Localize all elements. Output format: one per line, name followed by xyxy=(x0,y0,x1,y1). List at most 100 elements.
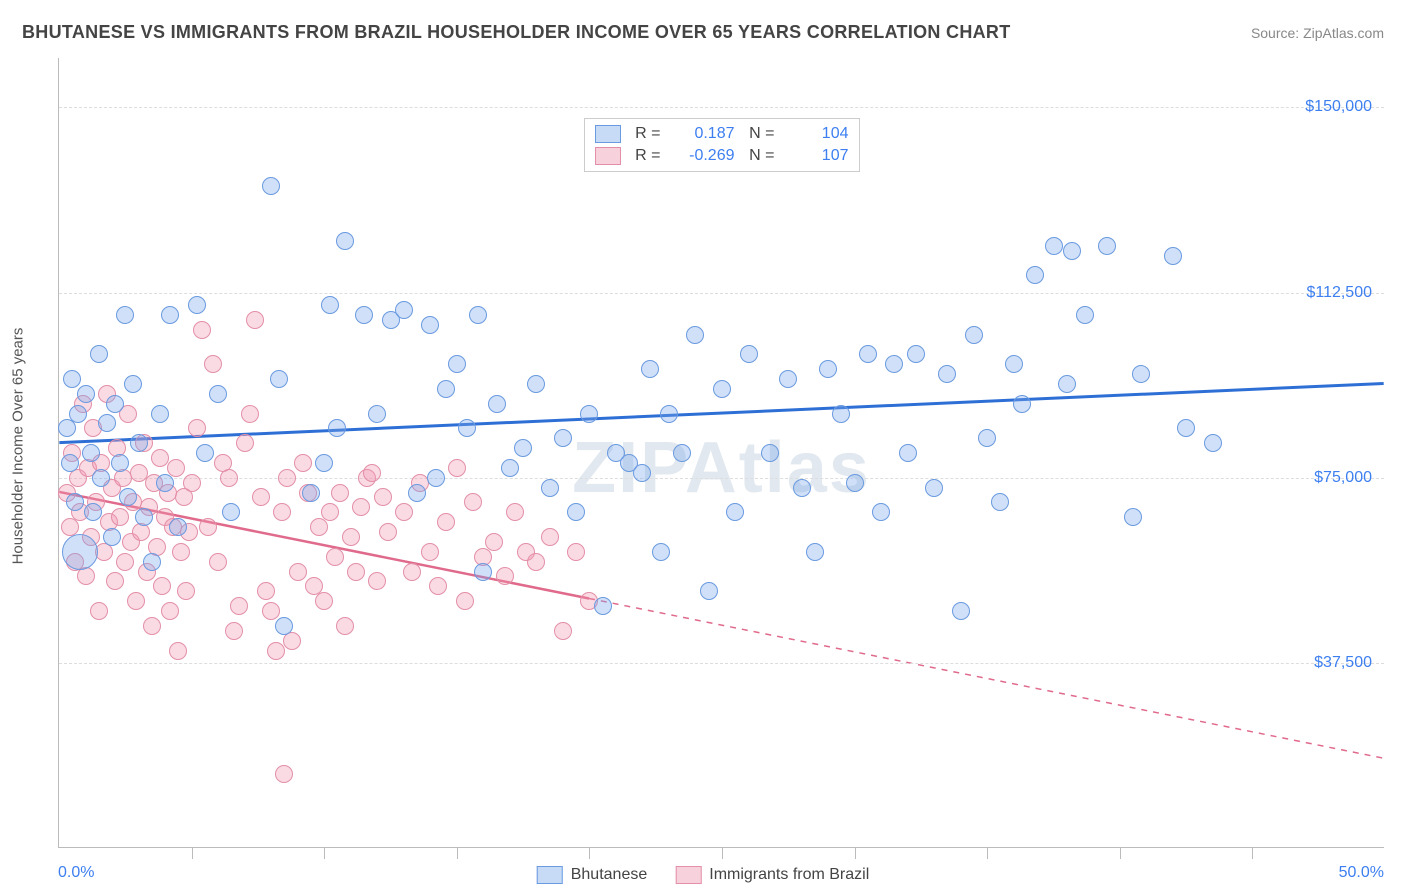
series2-point xyxy=(421,543,439,561)
series1-point xyxy=(686,326,704,344)
series1-point xyxy=(328,419,346,437)
series1-point xyxy=(169,518,187,536)
legend-item-series1: Bhutanese xyxy=(537,866,648,884)
series2-point xyxy=(230,597,248,615)
r-label: R = xyxy=(631,125,661,143)
series2-point xyxy=(368,572,386,590)
series2-point xyxy=(294,454,312,472)
series1-point xyxy=(66,493,84,511)
series1-point xyxy=(700,582,718,600)
y-tick-label: $75,000 xyxy=(1314,469,1372,487)
series2-point xyxy=(199,518,217,536)
series2-point xyxy=(403,563,421,581)
series2-swatch-icon xyxy=(675,866,701,884)
series2-point xyxy=(331,484,349,502)
series1-point xyxy=(1132,365,1150,383)
series1-point xyxy=(527,375,545,393)
series1-point xyxy=(270,370,288,388)
series1-point xyxy=(275,617,293,635)
series1-point xyxy=(1098,237,1116,255)
series2-point xyxy=(326,548,344,566)
series1-point xyxy=(952,602,970,620)
series1-point xyxy=(421,316,439,334)
trend-line xyxy=(589,598,1384,758)
series2-point xyxy=(437,513,455,531)
stats-row-series2: R = -0.269 N = 107 xyxy=(595,145,849,167)
y-tick-label: $112,500 xyxy=(1306,284,1372,302)
series1-point xyxy=(660,405,678,423)
series1-point xyxy=(907,345,925,363)
series1-point xyxy=(58,419,76,437)
series2-point xyxy=(506,503,524,521)
series1-point xyxy=(84,503,102,521)
series2-point xyxy=(541,528,559,546)
series2-point xyxy=(485,533,503,551)
series1-point xyxy=(103,528,121,546)
series1-point xyxy=(395,301,413,319)
series1-point xyxy=(427,469,445,487)
series2-point xyxy=(236,434,254,452)
series1-point xyxy=(111,454,129,472)
series2-point xyxy=(204,355,222,373)
series1-point xyxy=(872,503,890,521)
series2-point xyxy=(209,553,227,571)
series1-point xyxy=(156,474,174,492)
series2-point xyxy=(527,553,545,571)
x-tick xyxy=(987,847,988,859)
series1-point xyxy=(151,405,169,423)
series1-point xyxy=(336,232,354,250)
series1-point xyxy=(209,385,227,403)
series1-point xyxy=(69,405,87,423)
series2-point xyxy=(111,508,129,526)
n-value: 104 xyxy=(785,125,849,143)
series2-point xyxy=(188,419,206,437)
series1-point xyxy=(188,296,206,314)
series2-point xyxy=(143,617,161,635)
series2-point xyxy=(310,518,328,536)
series2-point xyxy=(127,592,145,610)
series2-point xyxy=(352,498,370,516)
series1-point xyxy=(368,405,386,423)
series2-point xyxy=(172,543,190,561)
series2-point xyxy=(374,488,392,506)
series1-point xyxy=(633,464,651,482)
series1-point xyxy=(437,380,455,398)
series1-point xyxy=(991,493,1009,511)
series1-point xyxy=(554,429,572,447)
series1-point xyxy=(793,479,811,497)
watermark: ZIPAtlas xyxy=(572,427,871,509)
series1-point xyxy=(726,503,744,521)
series1-point xyxy=(98,414,116,432)
plot-area: ZIPAtlas R = 0.187 N = 104 R = -0.269 N … xyxy=(58,58,1384,848)
series2-point xyxy=(241,405,259,423)
gridline-h xyxy=(59,107,1384,108)
series2-point xyxy=(347,563,365,581)
series1-point xyxy=(1204,434,1222,452)
series1-swatch-icon xyxy=(595,125,621,143)
series1-point xyxy=(832,405,850,423)
series1-point xyxy=(488,395,506,413)
series1-point xyxy=(116,306,134,324)
series1-point xyxy=(77,385,95,403)
series1-point xyxy=(965,326,983,344)
series1-point xyxy=(652,543,670,561)
n-label: N = xyxy=(745,147,775,165)
series1-point xyxy=(819,360,837,378)
correlation-stats-box: R = 0.187 N = 104 R = -0.269 N = 107 xyxy=(584,118,860,172)
series2-point xyxy=(262,602,280,620)
series2-point xyxy=(177,582,195,600)
series1-point xyxy=(62,534,98,570)
series2-point xyxy=(554,622,572,640)
n-value: 107 xyxy=(785,147,849,165)
legend-label: Bhutanese xyxy=(571,866,648,884)
y-tick-label: $37,500 xyxy=(1314,654,1372,672)
series1-point xyxy=(90,345,108,363)
series1-point xyxy=(1005,355,1023,373)
series1-point xyxy=(63,370,81,388)
series1-point xyxy=(641,360,659,378)
trend-lines-svg xyxy=(59,58,1384,847)
series1-point xyxy=(106,395,124,413)
series1-point xyxy=(92,469,110,487)
series1-point xyxy=(761,444,779,462)
series2-point xyxy=(456,592,474,610)
